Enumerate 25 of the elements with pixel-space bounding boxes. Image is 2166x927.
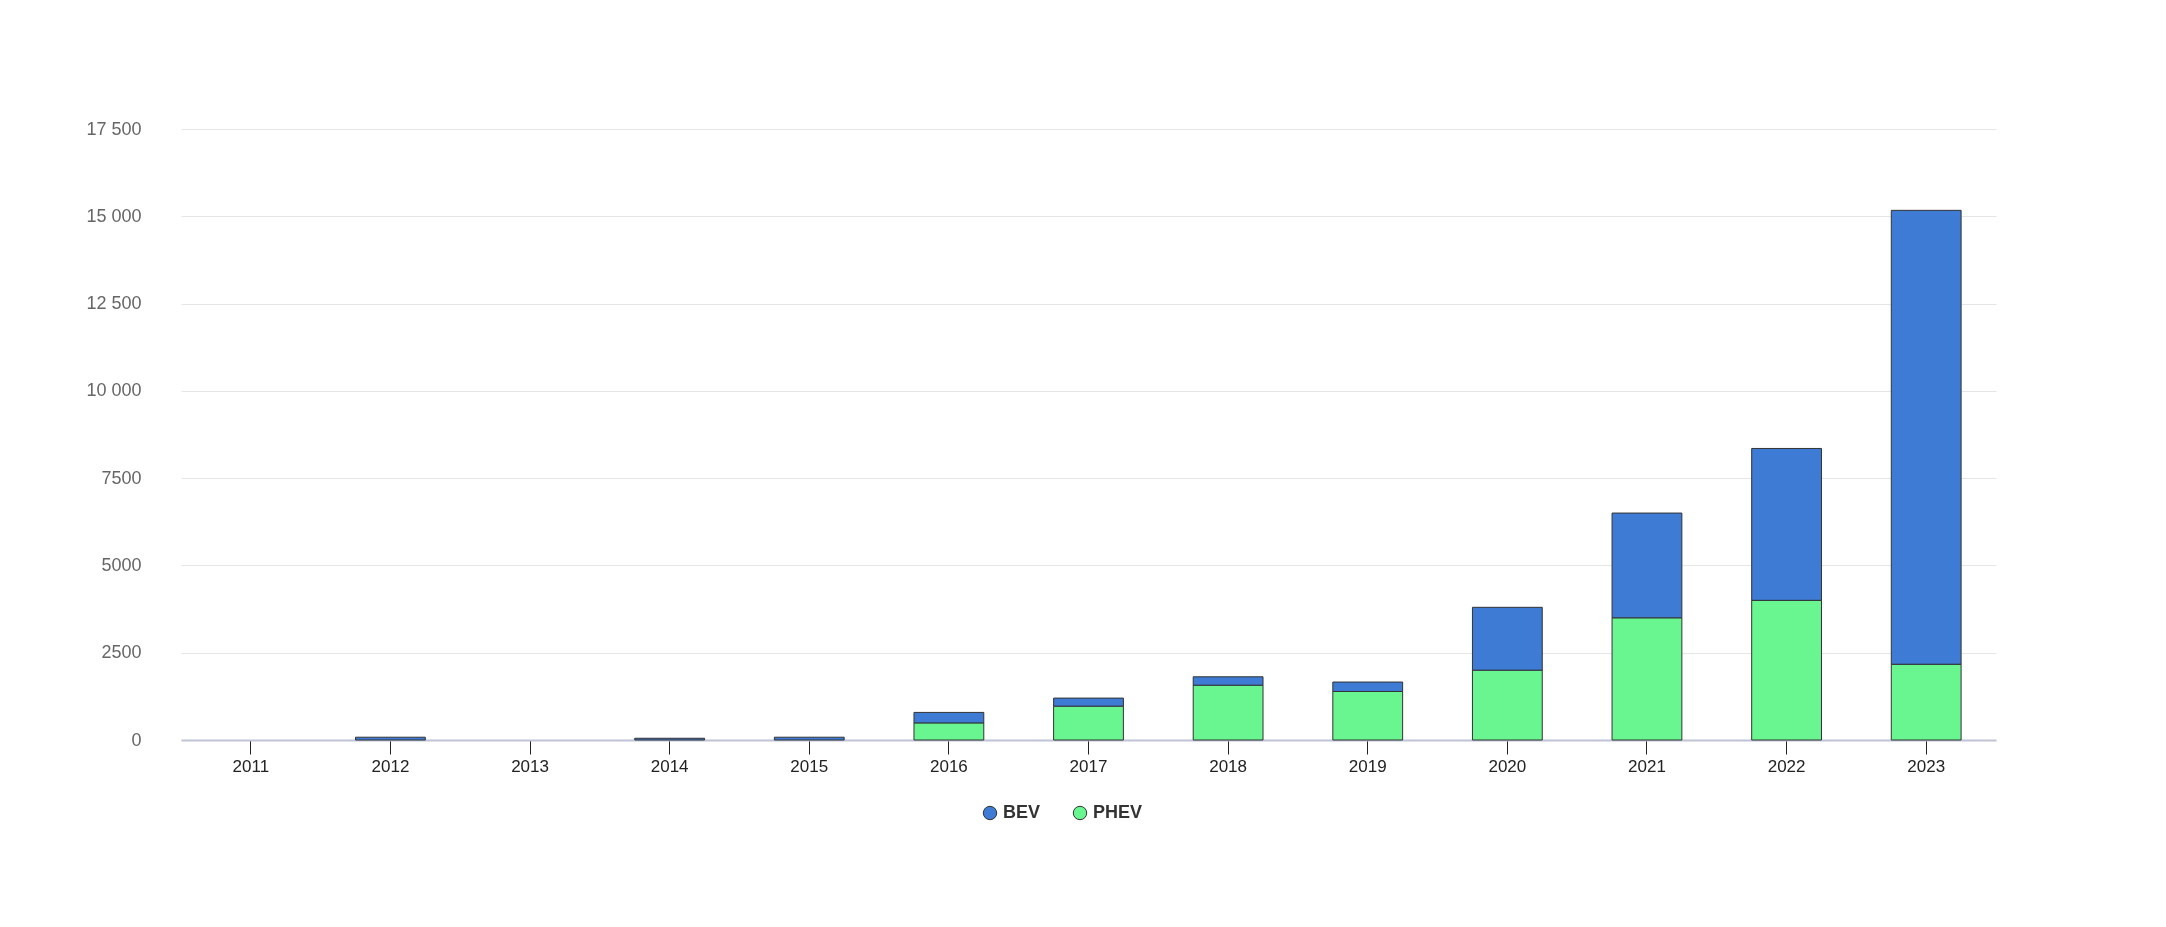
y-tick-label: 17 500 [86,118,142,139]
x-tick-label: 2015 [790,756,829,776]
y-tick-label: 5000 [101,554,142,575]
x-tick-label: 2023 [1907,756,1946,776]
x-tick-label: 2012 [371,756,410,776]
y-tick-label: 10 000 [86,380,142,401]
x-tick-label: 2011 [232,756,270,776]
y-tick-label: 7500 [101,467,142,488]
y-tick-label: 0 [131,729,142,750]
y-tick-label: 2500 [101,642,142,663]
x-tick-label: 2016 [929,756,968,776]
x-tick-label: 2020 [1488,756,1527,776]
x-tick-label: 2013 [511,756,549,776]
legend-label: PHEV [1093,802,1143,822]
legend-label: BEV [1003,802,1041,822]
y-tick-label: 15 000 [86,205,142,226]
x-tick-label: 2019 [1348,756,1387,776]
x-tick-label: 2022 [1767,756,1806,776]
x-tick-label: 2021 [1628,756,1666,776]
y-tick-label: 12 500 [86,293,142,314]
x-tick-label: 2014 [650,756,689,776]
bar [773,736,845,741]
x-tick-label: 2018 [1209,756,1248,776]
x-tick-label: 2017 [1069,756,1108,776]
bar [355,736,426,741]
